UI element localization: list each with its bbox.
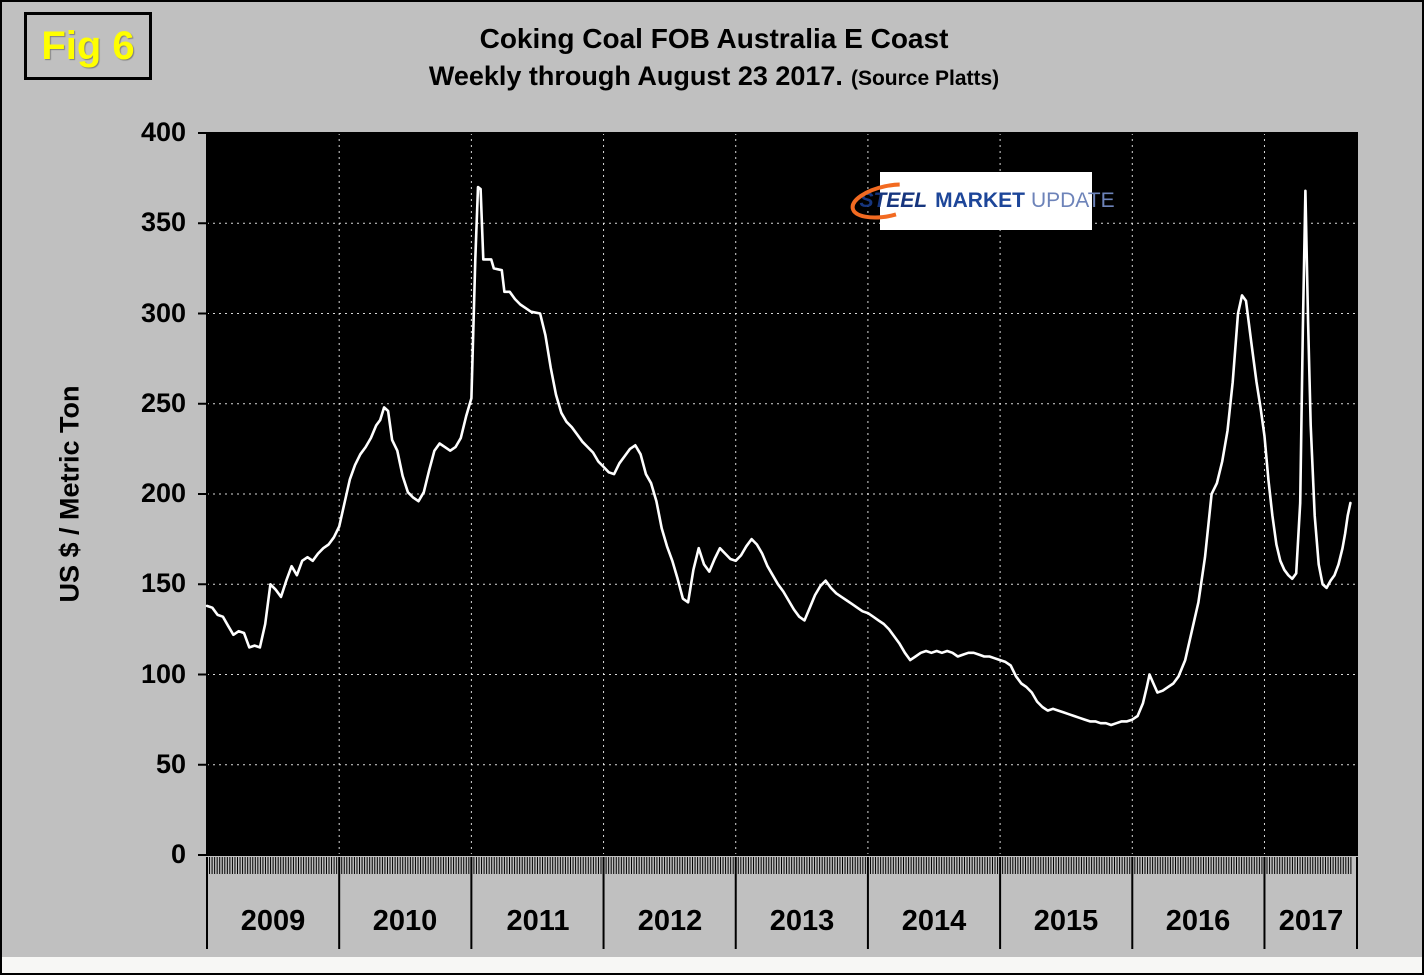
y-tick-label-400: 400 (140, 116, 186, 147)
x-tick-label-2015: 2015 (1033, 905, 1099, 937)
bottom-margin-strip (2, 957, 1422, 973)
x-tick-label-2013: 2013 (769, 905, 835, 937)
figure-number-label: Fig 6 (41, 24, 135, 68)
logo-market-word: MARKET (935, 189, 1025, 212)
y-tick-label-50: 50 (155, 748, 186, 779)
chart-subtitle-text: Weekly through August 23 2017. (428, 60, 843, 91)
gridlines (207, 133, 1357, 855)
chart-title-line1: Coking Coal FOB Australia E Coast (479, 23, 949, 54)
y-tick-label-100: 100 (140, 658, 186, 689)
x-tick-label-2012: 2012 (637, 905, 703, 937)
y-tick-label-200: 200 (140, 477, 186, 508)
chart-title-line2: Weekly through August 23 2017. (Source Pl… (2, 58, 1422, 94)
y-tick-label-250: 250 (140, 387, 186, 418)
x-tick-label-2016: 2016 (1165, 905, 1231, 937)
weekly-tick-marks (206, 857, 1352, 874)
plot-area (207, 133, 1357, 855)
figure-number-box: Fig 6 (24, 12, 152, 80)
y-tick-label-150: 150 (140, 567, 186, 598)
x-tick-label-2011: 2011 (506, 905, 570, 937)
y-tick-label-0: 0 (170, 838, 186, 869)
logo-update-word: UPDATE (1030, 189, 1115, 212)
logo-steel-word: STEEL (851, 182, 929, 220)
x-tick-label-2017: 2017 (1278, 905, 1344, 937)
series-line (205, 185, 1352, 727)
chart-source-text: (Source Platts) (850, 66, 1000, 90)
chart-title-block: Coking Coal FOB Australia E Coast Weekly… (2, 20, 1422, 94)
x-tick-label-2010: 2010 (372, 905, 438, 937)
y-tick-label-350: 350 (140, 206, 186, 237)
x-tick-label-2014: 2014 (901, 905, 967, 937)
logo-steel-text: STEEL (859, 189, 928, 212)
x-tick-label-2009: 2009 (240, 905, 306, 937)
logo-orange-swoosh-icon (851, 182, 926, 220)
steel-market-update-logo: STEEL MARKET UPDATE (851, 172, 1115, 230)
y-axis-ticks (198, 132, 207, 856)
y-tick-label-300: 300 (140, 297, 186, 328)
year-major-ticks (206, 857, 1358, 949)
plot-border (206, 132, 1358, 856)
y-axis-title: US $ / Metric Ton (54, 385, 85, 603)
